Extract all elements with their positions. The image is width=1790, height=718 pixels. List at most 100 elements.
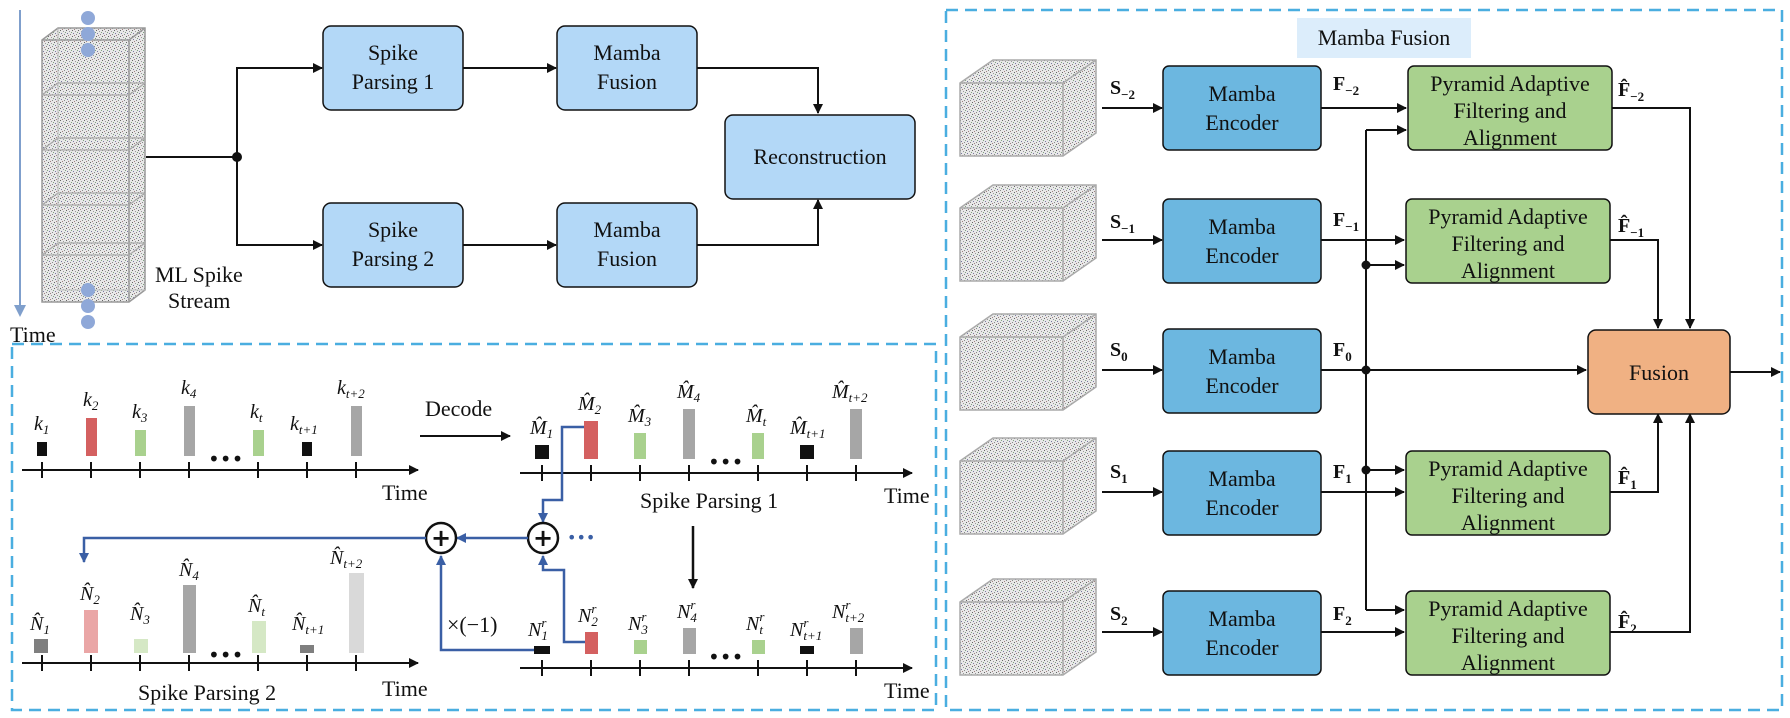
svg-text:+: + <box>431 524 451 552</box>
svg-text:Alignment: Alignment <box>1461 510 1555 535</box>
svg-text:F1: F1 <box>1333 461 1352 486</box>
plus-circle-right: + <box>526 521 560 555</box>
svg-text:Encoder: Encoder <box>1205 495 1279 520</box>
times-neg-one-label: ×(−1) <box>447 612 497 637</box>
svg-text:Nr1: Nr 1 <box>527 615 548 643</box>
svg-text:N̂t: N̂t <box>247 594 265 619</box>
k-labels: k1 k2 k3 k4 kt kt+1 kt+2 <box>34 377 365 437</box>
mamba-fusion-2-box: Mamba Fusion <box>556 202 698 288</box>
nr-time-label: Time <box>884 678 930 703</box>
nr2-to-plus-arrow <box>538 555 585 644</box>
svg-text:Filtering and: Filtering and <box>1453 98 1566 123</box>
plus-ellipsis: ••• <box>567 528 595 547</box>
m-bars <box>535 409 862 459</box>
svg-text:S1: S1 <box>1110 461 1128 486</box>
m-ellipsis: ••• <box>708 450 743 474</box>
spike-parsing-panel: ••• k1 k2 k3 k4 kt kt+1 kt+2 Time Decode <box>22 377 930 705</box>
svg-text:Reconstruction: Reconstruction <box>753 144 886 169</box>
ml-spike-stream-label-1: ML Spike <box>155 262 243 287</box>
svg-text:M̂t: M̂t <box>745 404 767 429</box>
svg-text:S0: S0 <box>1110 339 1128 364</box>
svg-text:M̂t+2: M̂t+2 <box>831 380 868 405</box>
svg-text:N̂1: N̂1 <box>29 612 50 637</box>
svg-text:Alignment: Alignment <box>1463 125 1557 150</box>
svg-text:Fusion: Fusion <box>1629 360 1689 385</box>
svg-text:Parsing 2: Parsing 2 <box>352 246 435 271</box>
svg-text:Mamba Fusion: Mamba Fusion <box>1318 25 1451 50</box>
k-time-label: Time <box>382 480 428 505</box>
spike-parsing-panel-border <box>10 342 938 712</box>
reconstruction-box: Reconstruction <box>724 114 916 200</box>
s-inputs: S−2 S−1 S0 S1 S2 <box>1102 77 1163 637</box>
svg-text:N̂t+2: N̂t+2 <box>329 546 363 571</box>
svg-text:Fusion: Fusion <box>597 69 657 94</box>
spike-parsing-1-label: Spike Parsing 1 <box>640 488 778 513</box>
svg-text:k2: k2 <box>83 389 99 413</box>
mamba-encoder-boxes: Mamba Encoder Mamba Encoder Mamba Encode… <box>1162 65 1322 676</box>
nr-ellipsis: ••• <box>708 645 743 669</box>
ml-spike-stream-cube <box>41 27 146 303</box>
svg-text:Filtering and: Filtering and <box>1451 231 1564 256</box>
svg-text:kt+2: kt+2 <box>337 377 365 401</box>
svg-text:Pyramid Adaptive: Pyramid Adaptive <box>1428 456 1587 481</box>
svg-text:Encoder: Encoder <box>1205 243 1279 268</box>
bus-junctions <box>1361 260 1371 475</box>
svg-text:M̂t+1: M̂t+1 <box>789 416 826 441</box>
svg-text:Mamba: Mamba <box>1208 81 1275 106</box>
n-bars <box>34 573 364 653</box>
svg-text:F̂−1: F̂−1 <box>1618 213 1644 240</box>
svg-text:N̂2: N̂2 <box>79 582 100 607</box>
svg-text:N̂t+1: N̂t+1 <box>291 612 324 637</box>
svg-text:k1: k1 <box>34 413 49 437</box>
svg-text:F̂−2: F̂−2 <box>1618 77 1644 104</box>
svg-text:F−2: F−2 <box>1333 73 1359 98</box>
svg-text:Nrt+2: Nr t+2 <box>831 597 865 625</box>
svg-text:Mamba: Mamba <box>1208 344 1275 369</box>
nr1-to-plus-arrow <box>436 555 534 652</box>
continuation-dots <box>81 11 95 329</box>
svg-text:k4: k4 <box>181 377 197 401</box>
svg-text:Mamba: Mamba <box>1208 466 1275 491</box>
n-ellipsis: ••• <box>208 643 243 667</box>
svg-text:Nr2: Nr 2 <box>577 601 598 629</box>
mamba-fusion-panel-border <box>944 8 1784 712</box>
svg-text:M̂2: M̂2 <box>577 392 602 417</box>
svg-text:Alignment: Alignment <box>1461 258 1555 283</box>
svg-text:Nrt: Nr t <box>745 609 765 637</box>
fhat-labels: F̂−2 F̂−1 F̂1 F̂2 <box>1618 77 1644 636</box>
mamba-fusion-title: Mamba Fusion <box>1297 18 1471 58</box>
fusion-box: Fusion <box>1587 329 1731 415</box>
svg-text:Encoder: Encoder <box>1205 373 1279 398</box>
svg-text:Nrt+1: Nr t+1 <box>789 615 822 643</box>
decode-label: Decode <box>425 396 492 421</box>
svg-text:Mamba: Mamba <box>593 217 660 242</box>
sum-to-n-arrow <box>79 536 426 563</box>
fusion-wiring <box>1610 107 1781 633</box>
svg-text:Pyramid Adaptive: Pyramid Adaptive <box>1428 204 1587 229</box>
svg-text:+: + <box>533 524 553 552</box>
feature-wiring <box>1321 103 1587 637</box>
svg-text:S2: S2 <box>1110 603 1128 628</box>
n-time-label: Time <box>382 676 428 701</box>
svg-text:k3: k3 <box>132 401 148 425</box>
mamba-fusion-panel: S−2 S−1 S0 S1 S2 Mamba Encoder Mamba Enc… <box>959 59 1781 676</box>
plus-circle-left: + <box>424 521 458 555</box>
svg-text:Alignment: Alignment <box>1461 650 1555 675</box>
svg-text:Spike: Spike <box>368 40 418 65</box>
svg-text:S−1: S−1 <box>1110 211 1135 236</box>
svg-text:F0: F0 <box>1333 339 1352 364</box>
svg-text:Pyramid Adaptive: Pyramid Adaptive <box>1428 596 1587 621</box>
pafa-boxes: Pyramid Adaptive Filtering and Alignment… <box>1405 65 1613 676</box>
k-bars <box>37 406 362 456</box>
svg-text:kt: kt <box>250 401 263 425</box>
svg-text:Mamba: Mamba <box>1208 606 1275 631</box>
f-labels: F−2 F−1 F0 F1 F2 <box>1333 73 1359 628</box>
spike-parsing-2-box: Spike Parsing 2 <box>322 202 464 288</box>
m-labels: M̂1 M̂2 M̂3 M̂4 M̂t M̂t+1 M̂t+2 <box>529 380 868 441</box>
svg-text:Encoder: Encoder <box>1205 635 1279 660</box>
svg-text:Nr3: Nr 3 <box>627 609 648 637</box>
svg-text:F−1: F−1 <box>1333 209 1359 234</box>
svg-text:Mamba: Mamba <box>1208 214 1275 239</box>
svg-text:Parsing 1: Parsing 1 <box>352 69 435 94</box>
